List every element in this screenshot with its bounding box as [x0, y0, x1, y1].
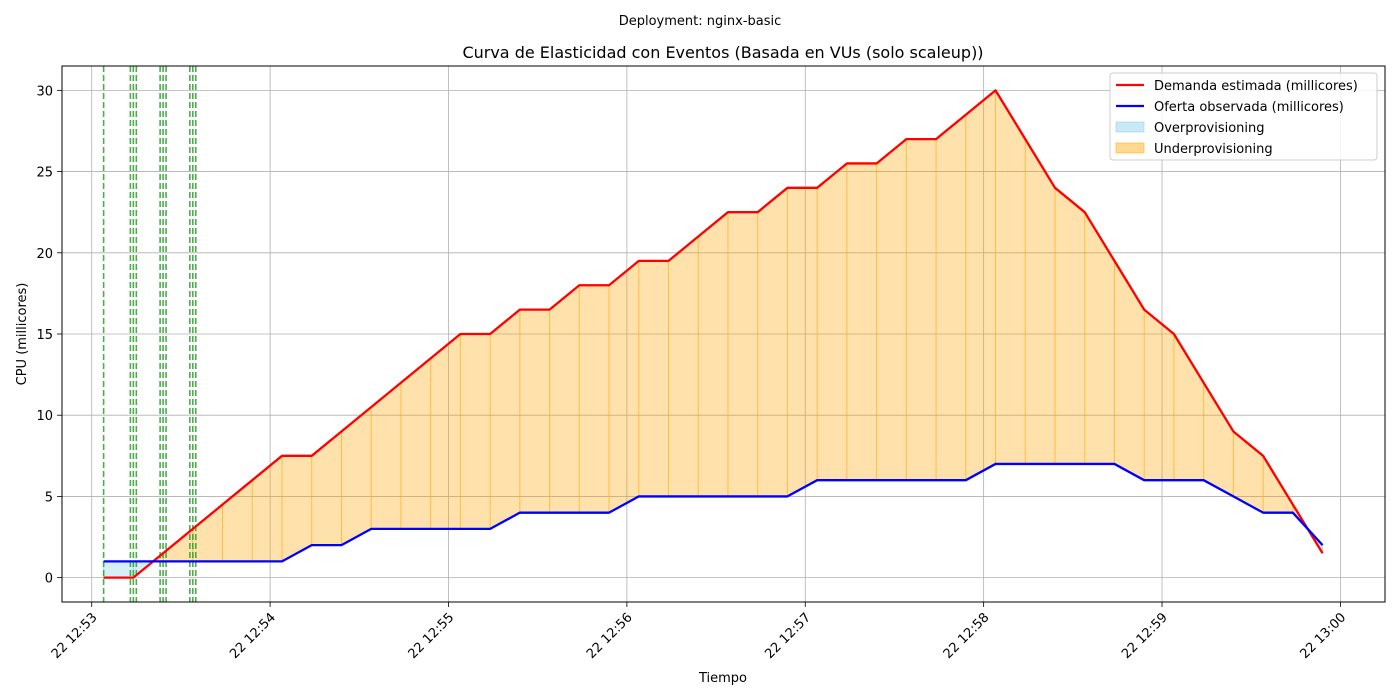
underprovisioning-fill	[846, 163, 877, 481]
underprovisioning-fill	[400, 358, 431, 529]
x-axis-label: Tiempo	[698, 671, 747, 686]
demand-series-line	[103, 89, 1324, 579]
y-tick-label: 25	[36, 166, 53, 181]
underprovisioning-fill	[460, 334, 491, 529]
underprovisioning-fill	[341, 407, 372, 546]
underprovisioning-fill	[936, 114, 966, 481]
legend-demand-label: Demanda estimada (millicores)	[1154, 79, 1358, 94]
underprovisioning-fill	[698, 212, 728, 497]
underprovisioning-fill	[430, 334, 461, 529]
underprovisioning-fill	[1203, 382, 1234, 497]
underprovisioning-fill	[282, 455, 312, 562]
underprovisioning-fill	[757, 187, 788, 497]
chart-title: Curva de Elasticidad con Eventos (Basada…	[462, 43, 983, 62]
overprovisioning-fill	[103, 561, 134, 578]
y-axis-label: CPU (millicores)	[15, 283, 30, 386]
y-tick-label: 5	[45, 490, 53, 505]
underprovisioning-fill	[1025, 139, 1055, 464]
chart-legend: Demanda estimada (millicores) Oferta obse…	[1109, 72, 1378, 161]
underprovisioning-fill	[311, 431, 342, 546]
underprovisioning-fill	[163, 528, 193, 562]
underprovisioning-fill	[1114, 260, 1145, 481]
supply-series-line	[103, 462, 1324, 563]
underprovisioning-fill	[817, 163, 847, 481]
underprovisioning-fill	[549, 285, 580, 513]
plot-frame	[61, 65, 1386, 603]
underprovisioning-fill	[906, 139, 937, 481]
x-tick-label: 22 12:54	[227, 610, 279, 662]
underprovisioning-fill	[1084, 212, 1115, 464]
underprovisioning-fill	[1233, 431, 1264, 513]
underprovisioning-fill	[876, 139, 907, 481]
underprovisioning-fill	[1054, 187, 1085, 464]
underprovisioning-fill	[222, 480, 253, 562]
chart-suptitle: Deployment: nginx-basic	[619, 14, 782, 29]
y-tick-label: 20	[36, 247, 53, 262]
x-tick-label: 22 13:00	[1298, 610, 1350, 662]
underprovisioning-fill	[727, 212, 758, 497]
x-tick-label: 22 12:53	[49, 610, 101, 662]
underprovisioning-fill	[192, 504, 223, 562]
underprovisioning-fill	[668, 236, 699, 497]
underprovisioning-fill	[787, 187, 818, 497]
underprovisioning-fill	[995, 90, 1026, 464]
underprovisioning-fill	[490, 309, 520, 529]
underprovisioning-fill	[1144, 309, 1174, 481]
y-tick-label: 0	[45, 572, 53, 587]
underprovisioning-fill	[965, 90, 996, 481]
underprovisioning-fill	[579, 285, 610, 513]
legend-underprovisioning-label: Underprovisioning	[1154, 142, 1273, 157]
x-tick-label: 22 12:56	[584, 610, 636, 662]
underprovisioning-fill	[1173, 334, 1204, 481]
x-tick-label: 22 12:57	[762, 610, 814, 662]
plot-area: 22 12:53 22 12:54 22 12:55 22 12:56 22 12:57…	[36, 65, 1386, 662]
y-tick-label: 15	[36, 328, 53, 343]
legend-overprovisioning-swatch	[1115, 121, 1145, 133]
x-tick-label: 22 12:58	[941, 610, 993, 662]
underprovisioning-fill	[371, 382, 401, 529]
legend-box	[1109, 72, 1378, 161]
underprovisioning-fill	[252, 455, 283, 562]
legend-underprovisioning-swatch	[1115, 142, 1145, 154]
y-tick-label: 10	[36, 409, 53, 424]
legend-supply-label: Oferta observada (millicores)	[1154, 100, 1344, 115]
x-tick-label: 22 12:55	[406, 610, 458, 662]
underprovisioning-fill	[609, 260, 639, 513]
x-tick-label: 22 12:59	[1119, 610, 1171, 662]
underprovisioning-fill	[638, 260, 669, 497]
underprovisioning-fill	[519, 309, 550, 513]
y-tick-label: 30	[36, 84, 53, 99]
legend-overprovisioning-label: Overprovisioning	[1154, 121, 1265, 136]
